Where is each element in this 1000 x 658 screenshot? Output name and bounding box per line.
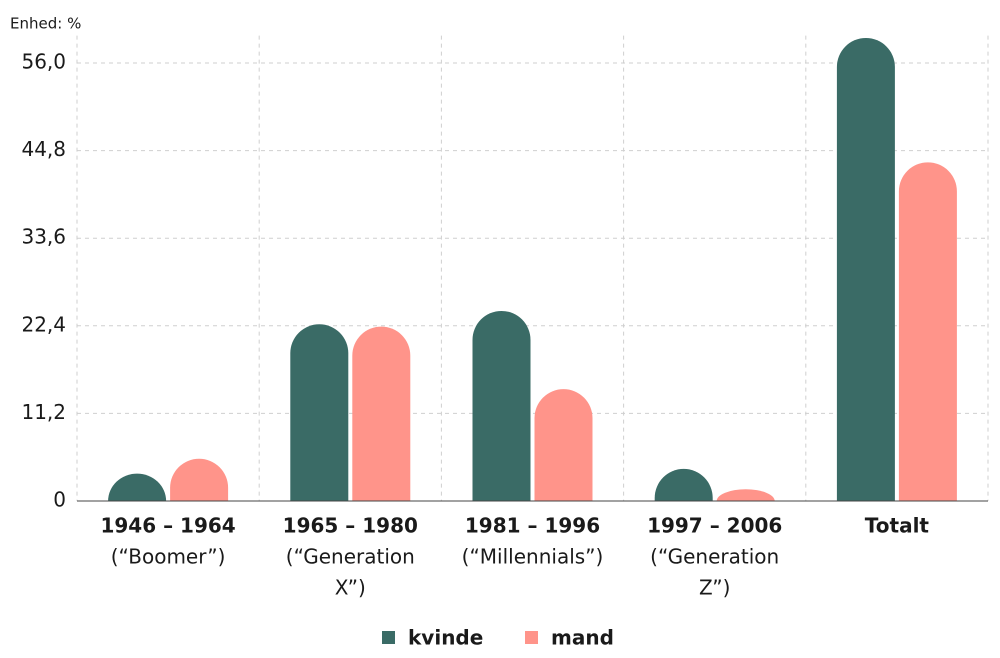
y-tick-label: 33,6 bbox=[21, 225, 66, 249]
y-tick-label: 0 bbox=[53, 488, 66, 512]
bar bbox=[534, 389, 593, 501]
bar bbox=[836, 37, 895, 501]
unit-label: Enhed: % bbox=[10, 15, 81, 33]
legend-swatch bbox=[525, 631, 538, 644]
y-tick-label: 44,8 bbox=[21, 137, 66, 161]
x-tick-label: X”) bbox=[335, 576, 366, 600]
x-tick-label: 1981 – 1996 bbox=[465, 514, 600, 538]
legend-label: kvinde bbox=[408, 626, 483, 650]
y-tick-label: 56,0 bbox=[21, 50, 66, 74]
bar bbox=[290, 324, 349, 501]
x-tick-label: 1965 – 1980 bbox=[283, 514, 418, 538]
x-tick-label: (“Generation bbox=[286, 545, 415, 569]
legend-label: mand bbox=[551, 626, 614, 650]
x-tick-label: 1946 – 1964 bbox=[100, 514, 235, 538]
bar bbox=[898, 162, 957, 501]
y-tick-label: 11,2 bbox=[21, 400, 66, 424]
bar bbox=[108, 473, 167, 501]
x-tick-label: Z”) bbox=[699, 576, 731, 600]
bar bbox=[716, 489, 775, 501]
x-tick-label: Totalt bbox=[865, 514, 930, 538]
x-tick-label: (“Millennials”) bbox=[462, 545, 604, 569]
bar bbox=[170, 458, 229, 501]
x-tick-label: (“Boomer”) bbox=[111, 545, 226, 569]
y-tick-label: 22,4 bbox=[21, 312, 66, 336]
bar bbox=[654, 468, 713, 501]
x-tick-label: 1997 – 2006 bbox=[647, 514, 782, 538]
legend-swatch bbox=[382, 631, 395, 644]
x-tick-label: (“Generation bbox=[650, 545, 779, 569]
bar bbox=[472, 310, 531, 501]
bar bbox=[352, 326, 411, 501]
